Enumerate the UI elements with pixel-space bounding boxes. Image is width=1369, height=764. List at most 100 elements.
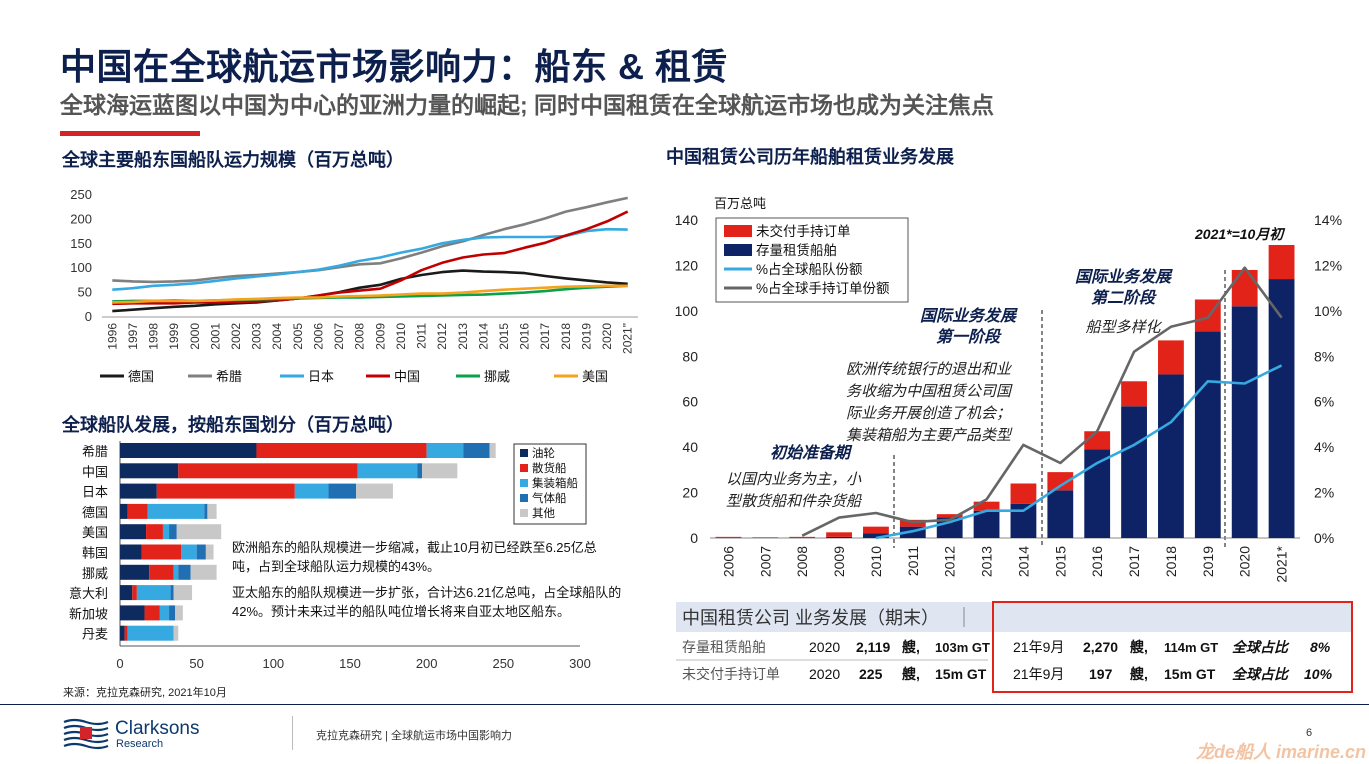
- legend-label: 中国: [394, 369, 420, 384]
- bar-orderbook: [752, 537, 779, 538]
- legend-swatch: [520, 449, 528, 457]
- table-header-bg: [676, 602, 1351, 632]
- x-tick-label: 2017: [538, 323, 552, 350]
- bar-segment: [120, 443, 257, 458]
- x-tick-label: 2014: [476, 323, 490, 350]
- row1-count1: 2,119: [856, 639, 890, 655]
- y-tick-label: 200: [70, 211, 92, 226]
- source-note: 来源：克拉克森研究, 2021年10月: [63, 687, 227, 699]
- y2-tick-label: 6%: [1314, 394, 1334, 410]
- bar-segment: [162, 524, 170, 540]
- fleet-by-owner-bar-chart: 0 50 100 150 200 250 300 希腊中国日本德国美国韩国挪威意大利新加坡丹麦…: [69, 441, 591, 671]
- category-label: 韩国: [82, 546, 108, 561]
- bar-segment: [422, 463, 458, 479]
- bar-segment: [170, 585, 174, 601]
- category-label: 新加坡: [69, 606, 108, 621]
- x-tick-label: 2001: [208, 323, 222, 350]
- bar-segment: [463, 443, 490, 458]
- x-tick-label: 2010: [394, 323, 408, 350]
- phase0-text-1: 以国内业务为主，小: [726, 471, 862, 488]
- y-tick-label: 250: [70, 187, 92, 202]
- row2-share: 10%: [1304, 666, 1333, 682]
- y-tick-label: 50: [78, 285, 92, 300]
- phase1-title-2: 第一阶段: [936, 328, 1002, 346]
- category-label: 德国: [82, 505, 108, 520]
- series-line: [112, 196, 628, 284]
- category-label: 中国: [82, 464, 108, 479]
- bar-segment: [120, 503, 128, 519]
- watermark: 龙de船人 imarine.cn: [1196, 742, 1367, 762]
- asia-note: 亚太船东的船队规模进一步扩张，合计达6.21亿总吨，占全球船队的42%。预计未来…: [232, 585, 622, 619]
- x-tick-label: 2019: [1200, 546, 1216, 577]
- bar-segment: [120, 564, 150, 580]
- category-label: 意大利: [69, 586, 108, 601]
- bar-segment: [256, 443, 427, 458]
- phase2-title-2: 第二阶段: [1091, 289, 1157, 307]
- legend-swatch: [724, 225, 752, 237]
- bar-segment: [127, 625, 174, 641]
- bar-segment: [178, 564, 191, 580]
- x-tick-label: 2016: [1089, 546, 1105, 577]
- x-tick-label: 100: [262, 656, 284, 671]
- x-tick-label: 2005: [291, 323, 305, 350]
- bar-segment: [173, 564, 179, 580]
- row2-count1: 225: [859, 666, 883, 682]
- x-tick-label: 2017: [1126, 546, 1142, 577]
- bar-segment: [173, 585, 193, 601]
- row1-gt2: 114m GT: [1164, 640, 1218, 655]
- bar-segment: [357, 463, 418, 479]
- x-tick-label: 1999: [167, 323, 181, 350]
- bar-segment: [417, 463, 423, 479]
- bar-stock: [1047, 490, 1074, 538]
- row1-year2: 21年9月: [1013, 639, 1064, 655]
- x-tick-label: 2012: [435, 323, 449, 350]
- y-tick-label: 0: [85, 309, 92, 324]
- row2-gt2: 15m GT: [1164, 666, 1216, 682]
- bar-segment: [141, 544, 182, 560]
- bar-stock: [1158, 374, 1184, 538]
- legend-swatch: [724, 244, 752, 256]
- legend-label: 挪威: [484, 369, 510, 384]
- bar-orderbook: [1010, 483, 1037, 504]
- x-tick-label: 50: [189, 656, 203, 671]
- y-tick-label: 0: [690, 530, 698, 546]
- row2-label: 未交付手持订单: [682, 666, 780, 682]
- page-number: 6: [1306, 727, 1313, 739]
- leasing-combo-chart: 百万总吨 初始准备期 以国内业务为主，小 型散货船和件杂货船 国际业务发展 第一…: [675, 196, 1342, 583]
- bar-segment: [169, 605, 176, 621]
- row2-count2: 197: [1089, 666, 1113, 682]
- x-tick-label: 2018: [1163, 546, 1179, 577]
- bar-stock: [1121, 406, 1147, 538]
- bar-orderbook: [715, 536, 742, 538]
- phase1-title-1: 国际业务发展: [920, 307, 1018, 325]
- x-tick-label: 2007: [332, 323, 346, 350]
- footer-text: 克拉克森研究 | 全球航运市场中国影响力: [316, 730, 512, 742]
- bar-segment: [149, 564, 174, 580]
- line-chart-title: 全球主要船东国船队运力规模（百万总吨）: [62, 150, 404, 170]
- row1-year1: 2020: [809, 639, 840, 655]
- row2-year1: 2020: [809, 666, 840, 682]
- bar-segment: [176, 524, 222, 540]
- clarksons-logo-icon: [62, 716, 110, 750]
- bar-segment: [159, 605, 170, 621]
- y-tick-label: 60: [682, 394, 698, 410]
- footer-separator: [292, 716, 293, 750]
- y2-tick-label: 12%: [1314, 257, 1342, 273]
- bar-orderbook: [863, 526, 889, 534]
- bar-segment: [204, 503, 208, 519]
- bar-segment: [120, 605, 145, 621]
- category-label: 挪威: [82, 566, 108, 581]
- x-tick-label: 2016: [518, 323, 532, 350]
- phase0-title: 初始准备期: [770, 444, 853, 462]
- x-tick-label: 2000: [188, 323, 202, 350]
- table-title: 中国租赁公司 业务发展（期末）: [682, 608, 939, 628]
- x-tick-label: 0: [116, 656, 123, 671]
- x-tick-label: 2011: [905, 546, 921, 576]
- note-2021: 2021*=10月初: [1194, 226, 1285, 242]
- bar-orderbook: [936, 514, 963, 518]
- legend-swatch: [520, 494, 528, 502]
- row1-share-label: 全球占比: [1232, 639, 1290, 655]
- x-tick-label: 2004: [270, 323, 284, 350]
- category-label: 丹麦: [82, 627, 108, 642]
- bar-segment: [196, 544, 206, 560]
